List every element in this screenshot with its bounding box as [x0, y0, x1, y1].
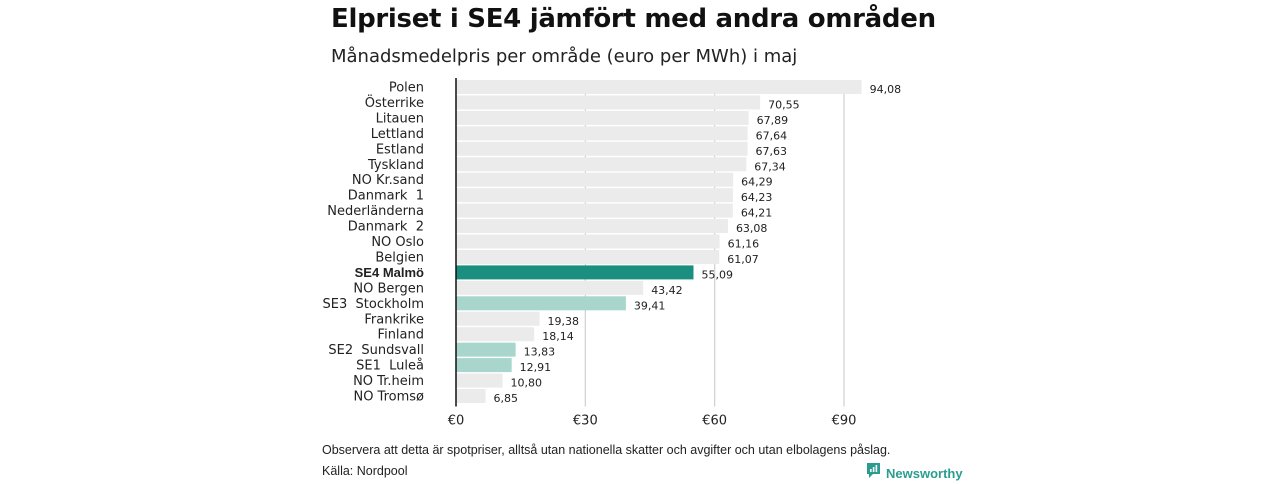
category-label: Belgien — [375, 250, 424, 265]
bar — [456, 342, 516, 357]
value-label: 63,08 — [736, 222, 768, 235]
value-label: 18,14 — [542, 330, 574, 343]
value-label: 64,21 — [741, 207, 773, 220]
bar — [456, 296, 626, 311]
footnote: Observera att detta är spotpriser, allts… — [322, 443, 891, 457]
value-label: 6,85 — [494, 392, 519, 405]
category-label: Nederländerna — [327, 204, 424, 219]
value-label: 61,16 — [728, 238, 760, 251]
category-label: Lettland — [371, 127, 424, 142]
brand-name: Newsworthy — [886, 465, 963, 481]
category-label: NO Oslo — [371, 235, 424, 250]
bar — [456, 280, 644, 295]
value-label: 70,55 — [768, 98, 800, 111]
value-label: 67,89 — [757, 114, 789, 127]
value-label: 39,41 — [634, 299, 666, 312]
value-label: 12,91 — [520, 361, 552, 374]
bar — [456, 327, 535, 342]
bar — [456, 203, 733, 218]
value-label: 67,34 — [754, 160, 786, 173]
bar — [456, 219, 728, 234]
bar — [456, 80, 862, 94]
category-labels: PolenÖsterrikeLitauenLettlandEstlandTysk… — [323, 81, 425, 405]
value-label: 13,83 — [524, 346, 556, 359]
category-label: SE2 Sundsvall — [328, 343, 424, 358]
category-label: NO Bergen — [353, 281, 424, 296]
value-label: 67,64 — [756, 129, 788, 142]
bar — [456, 126, 748, 141]
value-label: 43,42 — [651, 284, 683, 297]
bar — [456, 249, 720, 264]
bar — [456, 358, 512, 373]
bar — [456, 265, 694, 280]
bar — [456, 373, 503, 388]
x-tick-label: €30 — [573, 413, 598, 428]
bar — [456, 110, 749, 125]
bar — [456, 141, 748, 156]
category-label: Frankrike — [364, 312, 424, 327]
category-label: SE4 Malmö — [355, 265, 424, 280]
category-label: NO Kr.sand — [352, 173, 424, 188]
category-label: SE3 Stockholm — [323, 297, 424, 312]
bar — [456, 188, 733, 203]
bar — [456, 311, 540, 326]
bar — [456, 172, 734, 187]
category-label: Litauen — [376, 111, 424, 126]
category-label: Danmark 2 — [348, 220, 424, 235]
category-label: NO Tromsø — [353, 390, 424, 405]
x-tick-label: €0 — [448, 413, 465, 428]
value-label: 67,63 — [756, 145, 788, 158]
source-line: Källa: Nordpool — [322, 464, 408, 478]
category-label: Polen — [389, 81, 424, 96]
category-label: NO Tr.heim — [353, 374, 424, 389]
value-label: 94,08 — [870, 83, 902, 96]
bar — [456, 234, 720, 249]
value-label: 61,07 — [727, 253, 759, 266]
bar — [456, 157, 747, 172]
bars — [456, 80, 862, 403]
x-tick-label: €60 — [702, 413, 727, 428]
value-label: 64,23 — [741, 191, 773, 204]
category-label: Danmark 1 — [348, 189, 424, 204]
value-label: 64,29 — [741, 176, 773, 189]
brand-logo[interactable]: Newsworthy — [866, 462, 963, 484]
value-labels: 94,08 70,55 67,89 67,64 67,63 67,34 64,29 64,23… — [494, 83, 902, 405]
category-label: Finland — [378, 328, 424, 343]
value-label: 19,38 — [548, 315, 580, 328]
x-axis-ticks: €0 €30 €60 €90 — [448, 413, 857, 428]
newsworthy-logo-icon — [866, 462, 881, 484]
chart-title: Elpriset i SE4 jämfört med andra områden — [331, 4, 936, 34]
bar — [456, 389, 486, 403]
bar — [456, 95, 761, 110]
category-label: Österrike — [365, 94, 424, 111]
category-label: Estland — [376, 142, 424, 157]
x-tick-label: €90 — [832, 413, 857, 428]
value-label: 55,09 — [701, 268, 733, 281]
category-label: SE1 Luleå — [356, 359, 424, 374]
chart-subtitle: Månadsmedelpris per område (euro per MWh… — [331, 46, 798, 67]
bar-chart: PolenÖsterrikeLitauenLettlandEstlandTysk… — [323, 78, 902, 428]
category-label: Tyskland — [367, 158, 424, 173]
value-label: 10,80 — [511, 377, 543, 390]
